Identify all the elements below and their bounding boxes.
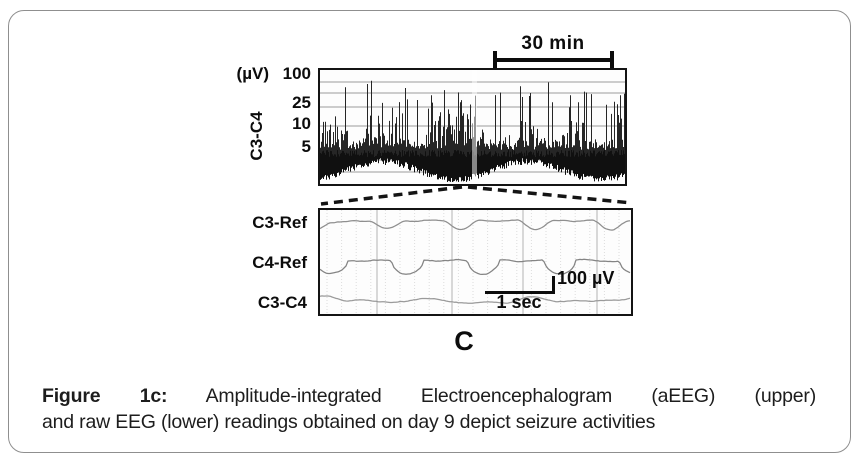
aeeg-ytick-100: 100: [282, 64, 311, 83]
aeeg-channel-label: C3-C4: [247, 111, 266, 161]
caption-line-2: and raw EEG (lower) readings obtained on…: [42, 411, 656, 433]
aeeg-panel: [318, 68, 627, 186]
caption-line-1-text: Amplitude-integrated Electroencephalogra…: [205, 385, 817, 407]
raw-amplitude-scale-label: 100 µV: [557, 268, 615, 288]
raw-time-scale-label: 1 sec: [496, 292, 542, 312]
aeeg-ytick-5: 5: [301, 137, 311, 156]
panel-letter: C: [454, 326, 474, 356]
aeeg-time-scale-tick-left: [493, 51, 497, 68]
zoom-connector-dashes: [320, 185, 633, 206]
raw-eeg-trace-plot: [320, 210, 631, 314]
aeeg-time-scale-label: 30 min: [521, 33, 585, 54]
raw-time-scale-bar: [485, 291, 555, 294]
figure-caption: Figure 1c: Amplitude-integrated Electroe…: [42, 383, 816, 435]
raw-channel-label-c3-c4: C3-C4: [257, 293, 307, 312]
caption-figure-label: Figure 1c:: [42, 385, 168, 407]
aeeg-time-scale-tick-right: [610, 51, 614, 68]
aeeg-trace-plot: [320, 70, 625, 184]
aeeg-ytick-25: 25: [292, 93, 311, 112]
raw-channel-label-c3-ref: C3-Ref: [252, 213, 307, 232]
caption-line-1: Figure 1c: Amplitude-integrated Electroe…: [42, 383, 816, 409]
raw-channel-label-c4-ref: C4-Ref: [252, 253, 307, 272]
aeeg-unit-label: (µV): [236, 64, 269, 83]
raw-eeg-panel: [318, 208, 633, 316]
aeeg-time-scale-bar: [494, 58, 613, 62]
aeeg-ytick-10: 10: [292, 114, 311, 133]
raw-amplitude-scale-bar: [552, 276, 555, 294]
